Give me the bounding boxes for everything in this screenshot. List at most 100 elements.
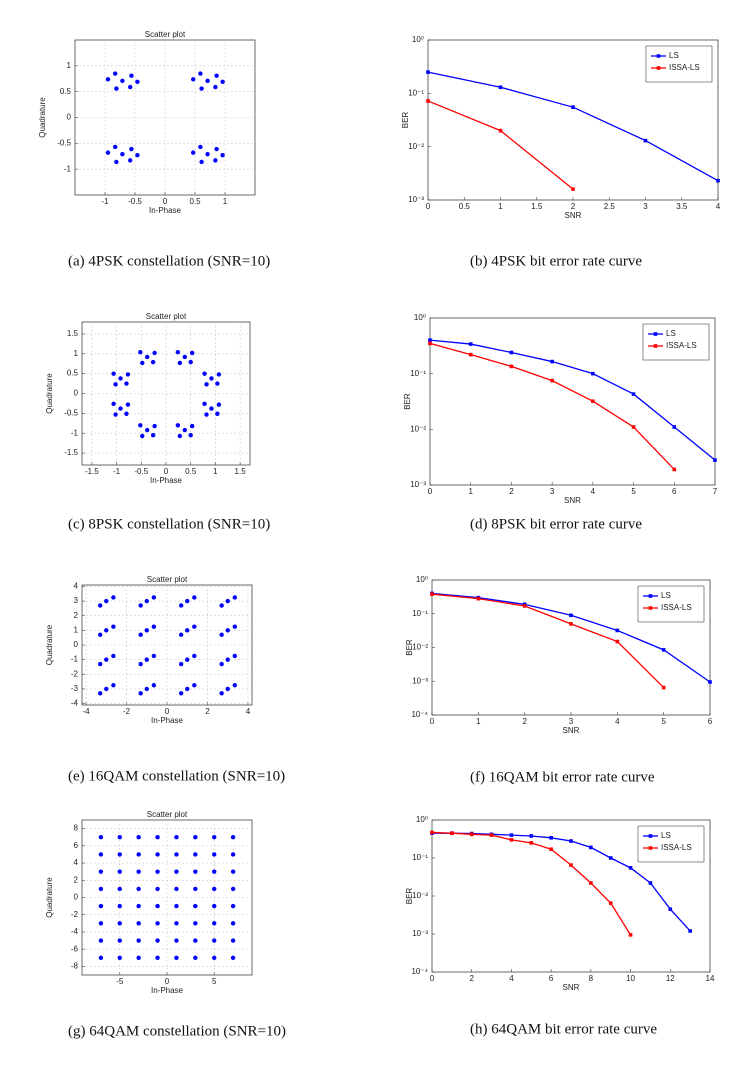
scatter-point — [174, 835, 179, 840]
scatter-point — [215, 381, 220, 386]
scatter-point — [174, 903, 179, 909]
scatter-point — [189, 350, 195, 356]
scatter-point — [105, 77, 111, 82]
series-marker — [569, 839, 573, 843]
scatter-point — [182, 427, 187, 433]
x-tick-label: 3 — [550, 487, 555, 496]
scatter-point — [152, 350, 157, 356]
scatter-point — [214, 73, 219, 78]
scatter-point — [182, 354, 187, 360]
scatter-point — [225, 628, 230, 633]
series-marker — [529, 841, 534, 845]
x-tick-label: 0 — [165, 977, 170, 986]
y-axis-label: Quadrature — [38, 97, 47, 138]
scatter-point — [117, 852, 122, 857]
scatter-point — [145, 354, 150, 360]
scatter-point — [98, 603, 103, 608]
scatter-point — [111, 371, 116, 376]
y-tick-label: -2 — [71, 669, 79, 678]
y-tick-label: 10⁻¹ — [410, 369, 426, 378]
scatter-point — [205, 78, 210, 84]
y-tick-label: 10⁻³ — [412, 676, 428, 685]
series-marker — [672, 467, 677, 472]
legend-marker — [653, 344, 658, 348]
scatter-point — [151, 653, 157, 659]
legend-marker — [648, 606, 653, 610]
scatter-point — [138, 632, 143, 637]
series-marker — [589, 881, 593, 885]
scatter-point — [118, 376, 123, 381]
x-tick-label: 5 — [212, 977, 217, 986]
series-marker — [550, 359, 554, 364]
scatter-point — [193, 852, 198, 857]
x-tick-label: 4 — [246, 707, 251, 716]
scatter-point — [145, 427, 150, 433]
x-tick-label: 1 — [213, 467, 218, 476]
x-tick-label: 8 — [589, 974, 594, 983]
legend-marker — [653, 332, 658, 336]
x-tick-label: 6 — [708, 717, 713, 726]
scatter-point — [212, 921, 217, 926]
series-marker — [489, 833, 494, 837]
series-marker — [569, 622, 573, 626]
x-tick-label: 2 — [571, 202, 576, 211]
scatter-point — [225, 598, 230, 604]
x-tick-label: 6 — [549, 974, 554, 983]
chart-title: Scatter plot — [146, 312, 187, 321]
chart-title: Scatter plot — [145, 30, 186, 39]
scatter-point — [113, 382, 118, 387]
scatter-point — [140, 433, 145, 439]
y-tick-label: -3 — [71, 684, 79, 693]
scatter-point — [155, 835, 160, 840]
scatter-point — [136, 869, 141, 874]
series-marker — [571, 105, 575, 109]
scatter-point — [151, 683, 157, 688]
y-tick-label: 0.5 — [60, 87, 72, 96]
scatter-point — [177, 433, 183, 439]
y-tick-label: 10⁻⁴ — [411, 967, 428, 976]
scatter-point — [98, 903, 104, 909]
scatter-point — [178, 661, 184, 667]
scatter-point — [155, 921, 160, 926]
x-tick-label: -0.5 — [134, 467, 148, 476]
legend-label: ISSA-LS — [669, 63, 700, 72]
scatter-point — [230, 835, 236, 840]
scatter-point — [230, 921, 236, 926]
scatter-point — [135, 153, 140, 158]
scatter-point — [117, 869, 122, 874]
scatter-point — [151, 624, 157, 629]
y-tick-label: 10⁻² — [412, 891, 428, 900]
scatter-point — [105, 150, 111, 155]
scatter-point — [230, 955, 236, 960]
scatter-point — [136, 886, 141, 892]
y-tick-label: 10⁻² — [410, 424, 426, 433]
scatter-point — [138, 349, 143, 355]
scatter-point — [104, 598, 109, 604]
scatter-point — [117, 938, 122, 943]
scatter-point — [219, 661, 224, 667]
scatter-point — [151, 595, 157, 600]
x-tick-label: 1 — [223, 197, 228, 206]
y-tick-label: 4 — [74, 858, 79, 867]
scatter-point — [136, 835, 141, 840]
legend-marker — [648, 846, 653, 850]
scatter-point — [175, 423, 181, 428]
series-line — [429, 339, 716, 461]
scatter-point — [212, 903, 217, 909]
y-axis-label: BER — [405, 639, 414, 656]
scatter-point — [104, 657, 109, 662]
x-tick-label: 0 — [430, 974, 435, 983]
series-marker — [549, 847, 553, 852]
scatter-point — [155, 852, 160, 857]
y-tick-label: -1 — [71, 428, 79, 437]
scatter-point — [212, 938, 217, 943]
scatter-point — [129, 146, 134, 152]
scatter-point — [117, 955, 122, 960]
y-axis-label: BER — [405, 888, 414, 905]
scatter-point — [212, 886, 217, 892]
series-marker — [688, 929, 692, 933]
scatter-point — [232, 624, 237, 629]
scatter-point — [193, 921, 198, 926]
x-tick-label: 3.5 — [676, 202, 688, 211]
